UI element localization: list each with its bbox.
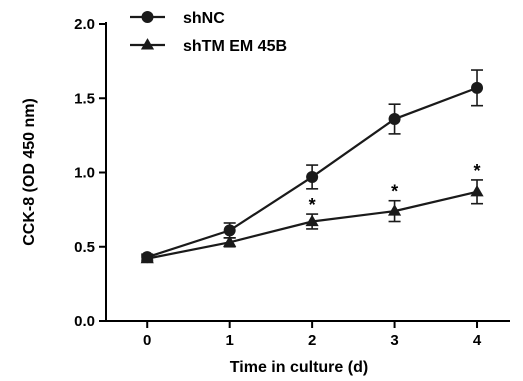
data-point bbox=[470, 184, 484, 197]
legend-label: shNC bbox=[183, 10, 225, 27]
y-tick-label: 0.5 bbox=[74, 239, 95, 256]
y-axis-title: CCK-8 (OD 450 nm) bbox=[21, 98, 38, 246]
x-tick-label: 1 bbox=[226, 332, 234, 349]
data-point bbox=[305, 214, 319, 227]
legend-marker bbox=[141, 11, 154, 23]
x-axis-title: Time in culture (d) bbox=[230, 359, 368, 376]
legend-item: shTM EM 45B bbox=[130, 38, 287, 55]
legend-marker bbox=[140, 38, 155, 50]
y-tick-label: 1.0 bbox=[74, 165, 95, 182]
y-axis: 0.0 0.5 1.0 1.5 2.0 bbox=[74, 16, 107, 330]
legend: shNC shTM EM 45B bbox=[130, 10, 287, 55]
significance-mark: * bbox=[391, 182, 398, 202]
data-point bbox=[471, 81, 484, 94]
data-point bbox=[388, 113, 401, 126]
significance-mark: * bbox=[474, 161, 481, 181]
data-point bbox=[306, 170, 319, 183]
x-tick-label: 0 bbox=[143, 332, 151, 349]
series-layer: * * * bbox=[140, 69, 484, 264]
x-tick-label: 3 bbox=[390, 332, 398, 349]
y-tick-label: 2.0 bbox=[74, 16, 95, 33]
series-2: * * * bbox=[140, 161, 484, 264]
significance-mark: * bbox=[309, 195, 316, 215]
x-axis: 0 1 2 3 4 bbox=[106, 320, 510, 349]
data-point bbox=[223, 224, 236, 237]
data-point bbox=[140, 251, 154, 264]
data-point bbox=[387, 204, 402, 216]
legend-label: shTM EM 45B bbox=[183, 38, 287, 55]
x-tick-label: 2 bbox=[308, 332, 316, 349]
x-tick-label: 4 bbox=[473, 332, 482, 349]
y-tick-label: 0.0 bbox=[74, 313, 95, 330]
y-tick-label: 1.5 bbox=[74, 90, 95, 107]
series-1 bbox=[141, 69, 484, 264]
legend-item: shNC bbox=[130, 10, 225, 27]
data-point bbox=[223, 235, 237, 247]
